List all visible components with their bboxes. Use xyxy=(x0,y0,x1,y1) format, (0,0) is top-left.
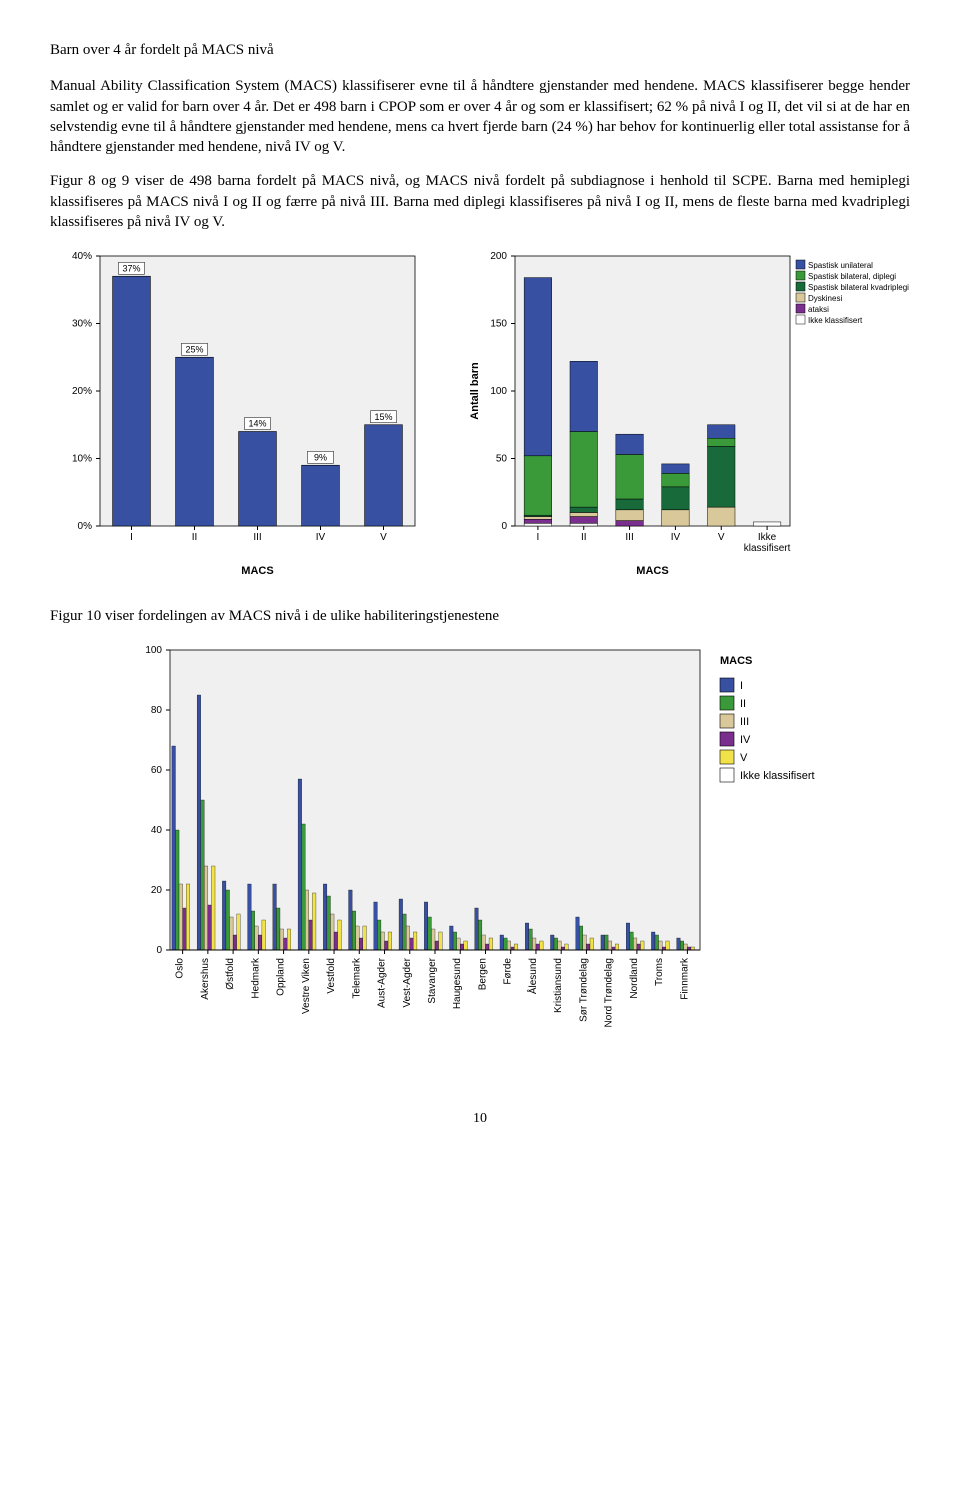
svg-text:Telemark: Telemark xyxy=(351,957,362,999)
svg-text:MACS: MACS xyxy=(720,655,752,667)
svg-text:Vestfold: Vestfold xyxy=(326,958,337,994)
svg-text:Oppland: Oppland xyxy=(276,958,287,996)
svg-text:50: 50 xyxy=(496,454,508,465)
svg-text:Kristiansund: Kristiansund xyxy=(553,958,564,1013)
figure-8-chart: 0% 10% 20% 30% 40% 37% I 25% II 14% III 9% IV 15% V MAC… xyxy=(50,246,430,586)
svg-text:200: 200 xyxy=(490,251,507,262)
svg-text:30%: 30% xyxy=(72,319,92,330)
paragraph-1: Manual Ability Classification System (MA… xyxy=(50,76,910,157)
svg-text:III: III xyxy=(253,532,261,543)
svg-text:10%: 10% xyxy=(72,454,92,465)
svg-text:0: 0 xyxy=(156,945,162,956)
svg-text:Østfold: Østfold xyxy=(225,958,236,990)
svg-text:20: 20 xyxy=(151,885,163,896)
svg-text:Sør Trøndelag: Sør Trøndelag xyxy=(578,958,589,1022)
svg-text:Akershus: Akershus xyxy=(200,958,211,1000)
svg-text:Finnmark: Finnmark xyxy=(679,957,690,1000)
svg-text:40%: 40% xyxy=(72,251,92,262)
svg-text:Troms: Troms xyxy=(654,958,665,986)
svg-text:II: II xyxy=(581,532,587,543)
svg-text:IV: IV xyxy=(740,734,751,746)
svg-text:MACS: MACS xyxy=(241,565,273,577)
svg-text:Spastisk bilateral, diplegi: Spastisk bilateral, diplegi xyxy=(808,272,896,281)
svg-text:II: II xyxy=(740,698,746,710)
svg-text:Dyskinesi: Dyskinesi xyxy=(808,294,842,303)
svg-text:0%: 0% xyxy=(78,521,93,532)
paragraph-2: Figur 8 og 9 viser de 498 barna fordelt … xyxy=(50,171,910,232)
svg-text:Haugesund: Haugesund xyxy=(452,958,463,1009)
svg-text:100: 100 xyxy=(490,386,507,397)
svg-text:100: 100 xyxy=(145,645,162,656)
page-number: 10 xyxy=(50,1110,910,1129)
svg-text:Vestre Viken: Vestre Viken xyxy=(301,958,312,1014)
svg-text:Antall barn: Antall barn xyxy=(469,362,481,420)
svg-text:Bergen: Bergen xyxy=(477,958,488,990)
svg-text:Aust-Agder: Aust-Agder xyxy=(377,958,388,1009)
figure-9-chart: 050100150200Antall barnIIIIIIIVVIkkeklas… xyxy=(460,246,910,586)
svg-text:klassifisert: klassifisert xyxy=(744,543,791,554)
svg-text:V: V xyxy=(718,532,725,543)
figure-10-caption: Figur 10 viser fordelingen av MACS nivå … xyxy=(50,606,910,626)
svg-text:II: II xyxy=(192,532,198,543)
svg-text:III: III xyxy=(740,716,749,728)
svg-text:I: I xyxy=(537,532,540,543)
svg-text:I: I xyxy=(130,532,133,543)
svg-text:V: V xyxy=(380,532,387,543)
svg-text:Spastisk unilateral: Spastisk unilateral xyxy=(808,261,873,270)
svg-text:0: 0 xyxy=(501,521,507,532)
svg-text:Nordland: Nordland xyxy=(629,958,640,999)
svg-text:60: 60 xyxy=(151,765,163,776)
svg-text:Ikke: Ikke xyxy=(758,532,777,543)
svg-text:Oslo: Oslo xyxy=(175,958,186,979)
svg-text:15%: 15% xyxy=(374,412,392,422)
svg-text:MACS: MACS xyxy=(636,565,668,577)
svg-text:Hedmark: Hedmark xyxy=(250,957,261,999)
svg-text:25%: 25% xyxy=(185,344,203,354)
svg-text:IV: IV xyxy=(316,532,326,543)
svg-text:150: 150 xyxy=(490,319,507,330)
svg-text:40: 40 xyxy=(151,825,163,836)
svg-text:Vest-Agder: Vest-Agder xyxy=(402,958,413,1008)
svg-text:14%: 14% xyxy=(248,419,266,429)
page-title: Barn over 4 år fordelt på MACS nivå xyxy=(50,40,910,60)
svg-text:I: I xyxy=(740,680,743,692)
svg-text:Førde: Førde xyxy=(503,958,514,985)
svg-text:Nord Trøndelag: Nord Trøndelag xyxy=(604,958,615,1027)
svg-text:Ikke klassifisert: Ikke klassifisert xyxy=(808,316,863,325)
svg-text:Ikke klassifisert: Ikke klassifisert xyxy=(740,770,815,782)
svg-text:ataksi: ataksi xyxy=(808,305,829,314)
svg-text:80: 80 xyxy=(151,705,163,716)
svg-text:20%: 20% xyxy=(72,386,92,397)
svg-text:Stavanger: Stavanger xyxy=(427,958,438,1004)
svg-text:IV: IV xyxy=(671,532,681,543)
svg-text:III: III xyxy=(625,532,633,543)
svg-text:V: V xyxy=(740,752,748,764)
svg-text:9%: 9% xyxy=(314,452,327,462)
svg-text:37%: 37% xyxy=(122,263,140,273)
svg-text:Ålesund: Ålesund xyxy=(526,958,539,994)
svg-text:Spastisk bilateral kvadriplegi: Spastisk bilateral kvadriplegi xyxy=(808,283,909,292)
figure-10-chart: 0 20 40 60 80 100 Oslo Akershus Østfold Hedmark Op… xyxy=(120,640,840,1080)
